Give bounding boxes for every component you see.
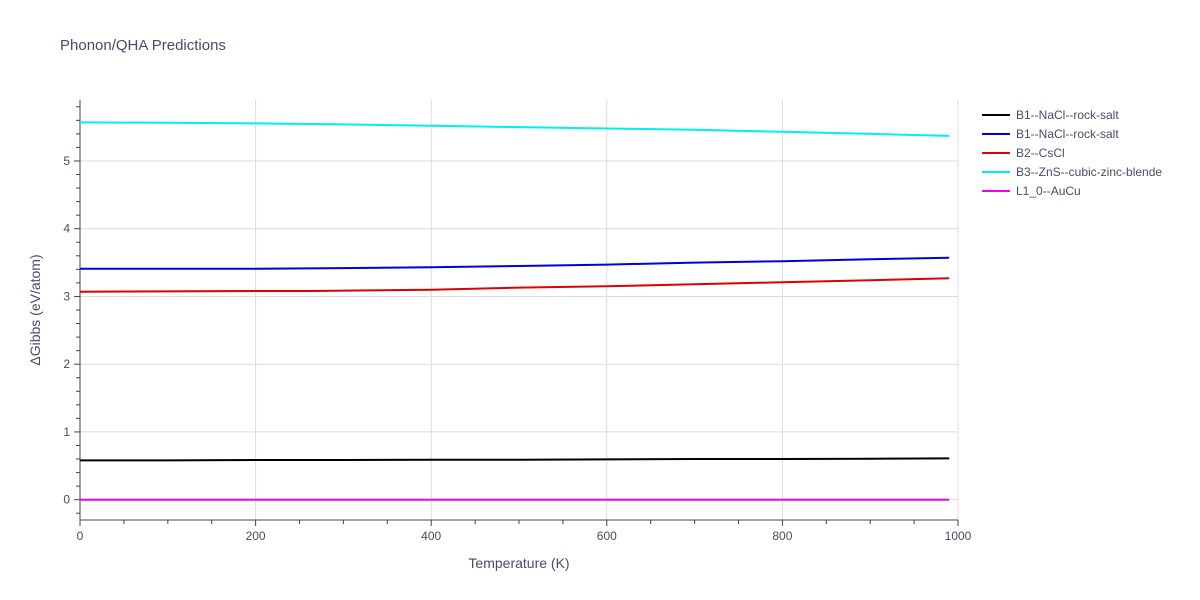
legend-label: L1_0--AuCu bbox=[1016, 184, 1081, 198]
legend[interactable]: B1--NaCl--rock-salt B1--NaCl--rock-salt B2… bbox=[982, 108, 1162, 198]
x-tick-label: 400 bbox=[421, 529, 441, 543]
y-tick-label: 2 bbox=[63, 357, 70, 371]
grid bbox=[80, 100, 959, 520]
x-tick-label: 0 bbox=[77, 529, 84, 543]
legend-label: B3--ZnS--cubic-zinc-blende bbox=[1016, 165, 1162, 179]
legend-item-0[interactable]: B1--NaCl--rock-salt bbox=[982, 108, 1119, 122]
axes: 0 200 400 600 800 1000 0 1 2 3 4 5 bbox=[63, 100, 972, 543]
legend-label: B1--NaCl--rock-salt bbox=[1016, 127, 1119, 141]
y-tick-label: 0 bbox=[63, 493, 70, 507]
legend-item-2[interactable]: B2--CsCl bbox=[982, 146, 1065, 160]
series-line-3 bbox=[79, 121, 950, 137]
x-tick-label: 600 bbox=[597, 529, 617, 543]
y-axis-title: ΔGibbs (eV/atom) bbox=[27, 254, 43, 365]
y-tick-label: 1 bbox=[63, 425, 70, 439]
x-tick-label: 800 bbox=[772, 529, 792, 543]
series-line-2 bbox=[79, 277, 950, 293]
series-group bbox=[79, 121, 950, 501]
x-tick-label: 1000 bbox=[945, 529, 972, 543]
legend-label: B2--CsCl bbox=[1016, 146, 1065, 160]
y-tick-label: 3 bbox=[63, 289, 70, 303]
y-tick-label: 4 bbox=[63, 222, 70, 236]
legend-label: B1--NaCl--rock-salt bbox=[1016, 108, 1119, 122]
legend-item-4[interactable]: L1_0--AuCu bbox=[982, 184, 1081, 198]
x-axis-title: Temperature (K) bbox=[468, 555, 569, 571]
legend-item-1[interactable]: B1--NaCl--rock-salt bbox=[982, 127, 1119, 141]
series-line-1 bbox=[80, 256, 950, 270]
chart-title: Phonon/QHA Predictions bbox=[60, 37, 226, 54]
y-tick-label: 5 bbox=[63, 154, 70, 168]
legend-item-3[interactable]: B3--ZnS--cubic-zinc-blende bbox=[982, 165, 1162, 179]
x-tick-label: 200 bbox=[246, 529, 266, 543]
series-line-0 bbox=[80, 457, 950, 462]
